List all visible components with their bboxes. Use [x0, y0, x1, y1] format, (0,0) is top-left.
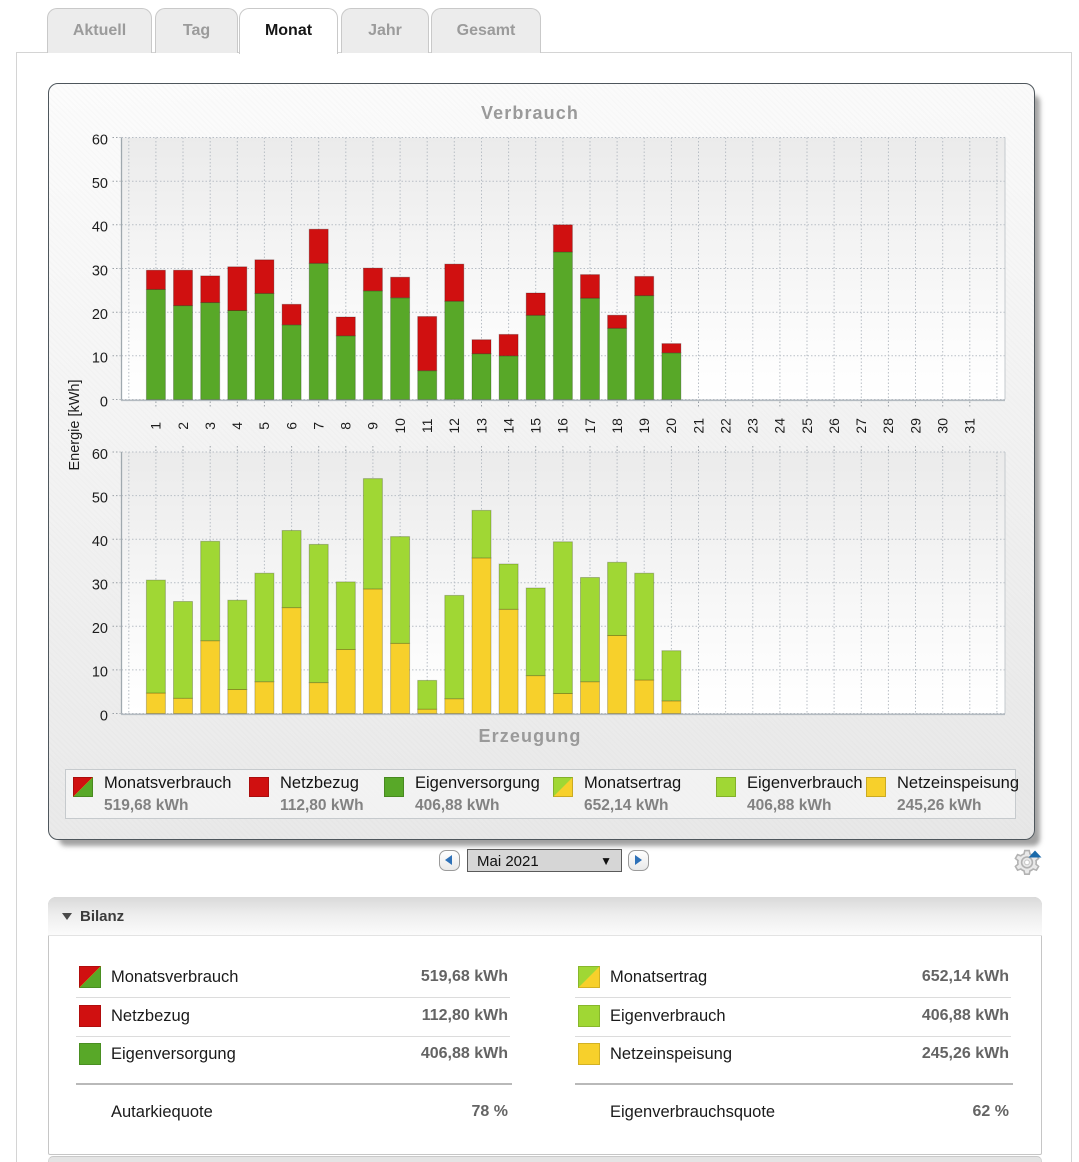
svg-text:31: 31 — [962, 418, 978, 434]
svg-text:0: 0 — [100, 394, 108, 410]
svg-text:1: 1 — [148, 422, 164, 430]
svg-text:40: 40 — [92, 220, 108, 236]
svg-text:60: 60 — [92, 132, 108, 148]
svg-text:29: 29 — [907, 418, 923, 434]
svg-text:7: 7 — [311, 422, 327, 430]
svg-text:17: 17 — [582, 418, 598, 434]
svg-text:13: 13 — [473, 418, 489, 434]
svg-text:10: 10 — [92, 665, 108, 681]
svg-text:30: 30 — [92, 263, 108, 279]
svg-text:22: 22 — [717, 418, 733, 434]
svg-text:23: 23 — [745, 418, 761, 434]
svg-text:4: 4 — [229, 422, 245, 430]
svg-text:28: 28 — [880, 418, 896, 434]
svg-text:21: 21 — [690, 418, 706, 434]
svg-text:16: 16 — [555, 418, 571, 434]
svg-text:30: 30 — [92, 578, 108, 594]
svg-text:60: 60 — [92, 447, 108, 463]
svg-text:20: 20 — [92, 307, 108, 323]
svg-text:9: 9 — [365, 422, 381, 430]
svg-text:3: 3 — [202, 422, 218, 430]
svg-text:10: 10 — [92, 351, 108, 367]
svg-text:8: 8 — [338, 422, 354, 430]
svg-text:20: 20 — [663, 418, 679, 434]
svg-text:26: 26 — [826, 418, 842, 434]
svg-text:50: 50 — [92, 176, 108, 192]
svg-text:14: 14 — [500, 418, 516, 434]
svg-text:15: 15 — [528, 418, 544, 434]
svg-text:20: 20 — [92, 621, 108, 637]
svg-text:6: 6 — [283, 422, 299, 430]
svg-text:27: 27 — [853, 418, 869, 434]
svg-text:25: 25 — [799, 418, 815, 434]
svg-text:19: 19 — [636, 418, 652, 434]
svg-text:2: 2 — [175, 422, 191, 430]
svg-text:5: 5 — [256, 422, 272, 430]
svg-text:Energie [kWh]: Energie [kWh] — [67, 379, 83, 470]
svg-text:30: 30 — [935, 418, 951, 434]
svg-text:11: 11 — [419, 418, 435, 433]
svg-text:12: 12 — [446, 418, 462, 434]
svg-text:50: 50 — [92, 490, 108, 506]
svg-text:0: 0 — [100, 708, 108, 724]
svg-text:18: 18 — [609, 418, 625, 434]
svg-text:40: 40 — [92, 534, 108, 550]
svg-text:24: 24 — [772, 418, 788, 434]
svg-text:10: 10 — [392, 418, 408, 434]
